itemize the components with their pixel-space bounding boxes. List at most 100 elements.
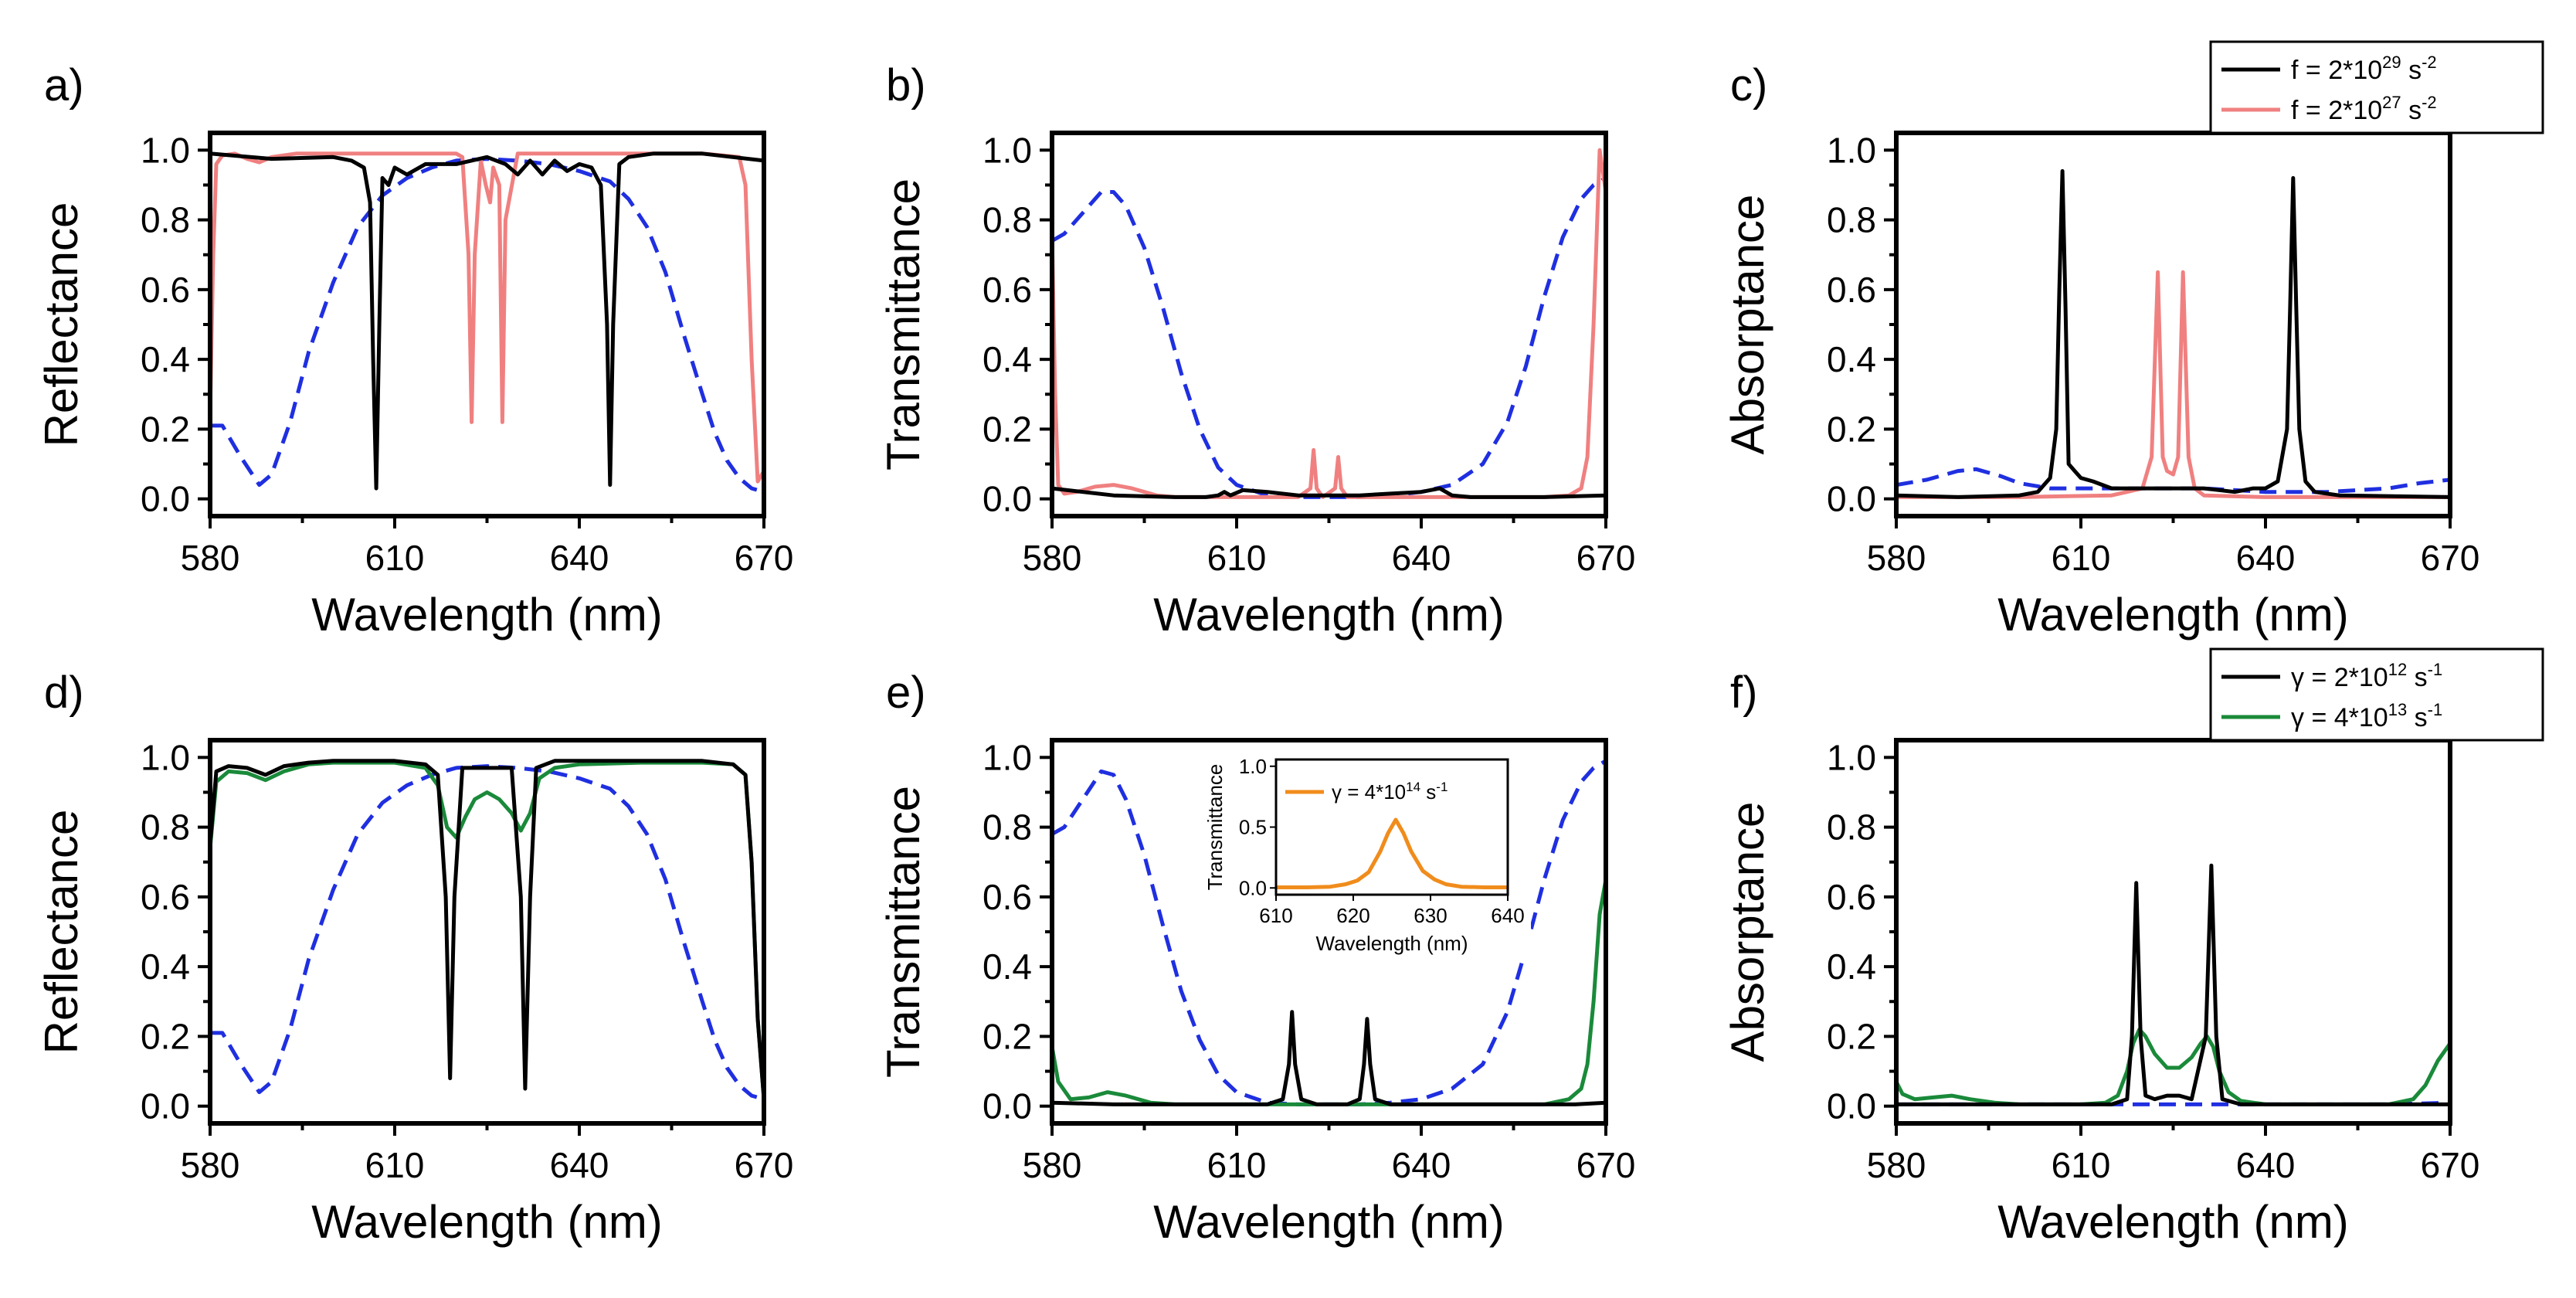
legend-sup: 12 [2388, 660, 2407, 679]
y-tick-label: 1.0 [1827, 130, 1876, 170]
y-tick-label: 0.2 [983, 409, 1032, 449]
panel-c: 0.0 0.2 0.4 0.6 0.8 1.0 580 610 640 670 Wavelength… [1722, 40, 2544, 641]
panel-e: 0.0 0.2 0.4 0.6 0.8 1.0 580 610 640 670 Wavelength… [877, 668, 1635, 1248]
y-tick-label: 0.2 [983, 1016, 1032, 1056]
x-tick-label: 640 [1392, 538, 1451, 578]
series-group [210, 151, 764, 494]
y-tick-label: 0.8 [141, 200, 190, 240]
y-tick-label: 0.6 [141, 270, 190, 310]
x-tick-label: 670 [2421, 538, 2480, 578]
inset-y-tick-label: 0.5 [1239, 816, 1267, 839]
y-tick-label: 0.8 [141, 807, 190, 848]
series-line-0 [1896, 467, 2450, 494]
series-line-0 [1052, 176, 1606, 499]
x-tick-label: 610 [2052, 538, 2111, 578]
series-group [210, 759, 764, 1102]
series-line-2 [1052, 486, 1606, 499]
series-group [1052, 148, 1606, 499]
legend-unit: s [2407, 663, 2427, 692]
y-tick-label: 0.0 [983, 1086, 1032, 1126]
series-line-2 [210, 151, 764, 491]
y-axis-label: Transmittance [877, 786, 929, 1078]
panel-label: d) [44, 668, 84, 718]
x-axis-label: Wavelength (nm) [1997, 589, 2349, 641]
inset-x-tick-label: 640 [1491, 904, 1524, 927]
y-tick-label: 0.4 [983, 946, 1032, 987]
inset-x-axis-label: Wavelength (nm) [1316, 932, 1468, 955]
y-tick-label: 0.4 [1827, 946, 1876, 987]
x-tick-label: 580 [181, 1145, 240, 1185]
inset-legend-sup2: -1 [1436, 780, 1448, 794]
y-tick-label: 0.6 [141, 877, 190, 917]
legend-entry: γ = 4*1013 s-1 [2291, 700, 2442, 732]
x-axis-label: Wavelength (nm) [1153, 1196, 1505, 1248]
y-tick-label: 0.8 [983, 807, 1032, 848]
y-axis-label: Reflectance [36, 810, 87, 1055]
legend-text: f = 2*10 [2291, 96, 2382, 125]
y-tick-label: 0.0 [141, 479, 190, 519]
inset-y-axis-label: Transmittance [1203, 764, 1227, 891]
x-axis-label: Wavelength (nm) [1153, 589, 1505, 641]
y-tick-label: 1.0 [141, 130, 190, 170]
y-tick-label: 0.4 [141, 339, 190, 379]
legend-entry: γ = 2*1012 s-1 [2291, 660, 2442, 692]
x-tick-label: 580 [1023, 538, 1082, 578]
y-tick-label: 0.4 [1827, 339, 1876, 379]
x-tick-label: 640 [550, 1145, 609, 1185]
y-tick-label: 0.0 [141, 1086, 190, 1126]
series-line-2 [1896, 168, 2450, 499]
x-tick-label: 640 [550, 538, 609, 578]
panel-label: f) [1730, 668, 1757, 718]
y-tick-label: 0.6 [1827, 270, 1876, 310]
legend-sup2: -1 [2428, 660, 2443, 679]
panel-label: c) [1730, 60, 1767, 110]
x-tick-label: 610 [1207, 538, 1267, 578]
y-tick-label: 0.2 [141, 1016, 190, 1056]
y-tick-label: 0.6 [983, 270, 1032, 310]
inset-legend-text: γ = 4*10 [1332, 780, 1406, 804]
y-tick-label: 0.2 [1827, 1016, 1876, 1056]
x-tick-label: 580 [181, 538, 240, 578]
legend-sup2: -2 [2422, 93, 2437, 112]
x-tick-label: 640 [1392, 1145, 1451, 1185]
series-group [1896, 168, 2450, 499]
panel-f: 0.0 0.2 0.4 0.6 0.8 1.0 580 610 640 670 Wavelength… [1722, 647, 2544, 1248]
legend-text: γ = 2*10 [2291, 663, 2388, 692]
y-tick-label: 0.2 [141, 409, 190, 449]
y-axis-label: Reflectance [36, 202, 87, 447]
inset-background [1203, 752, 1531, 960]
x-tick-label: 610 [1207, 1145, 1267, 1185]
x-tick-label: 610 [2052, 1145, 2111, 1185]
x-tick-label: 640 [2236, 1145, 2296, 1185]
legend-unit: s [2401, 56, 2422, 85]
panel-label: b) [886, 60, 926, 110]
plot-frame [1894, 131, 2452, 518]
inset-x-tick-label: 610 [1259, 904, 1292, 927]
y-tick-label: 1.0 [1827, 737, 1876, 777]
x-tick-label: 670 [1576, 1145, 1636, 1185]
series-line-1 [210, 151, 764, 484]
x-axis-label: Wavelength (nm) [311, 589, 663, 641]
y-tick-label: 0.0 [983, 479, 1032, 519]
legend-text: γ = 4*10 [2291, 703, 2388, 732]
panel-label: e) [886, 668, 926, 718]
series-line-1 [1896, 1027, 2450, 1106]
inset-y-tick-label: 0.0 [1239, 876, 1267, 899]
y-tick-label: 0.2 [1827, 409, 1876, 449]
legend-sup: 13 [2388, 700, 2407, 719]
x-axis-label: Wavelength (nm) [1997, 1196, 2349, 1248]
x-tick-label: 610 [365, 538, 425, 578]
series-line-2 [210, 759, 764, 1099]
plot-frame [1050, 131, 1608, 518]
legend: γ = 2*1012 s-1 γ = 4*1013 s-1 [2209, 647, 2544, 742]
y-tick-label: 0.4 [141, 946, 190, 987]
y-tick-label: 0.0 [1827, 1086, 1876, 1126]
legend: f = 2*1029 s-2f = 2*1027 s-2 [2209, 40, 2544, 134]
x-tick-label: 670 [2421, 1145, 2480, 1185]
series-line-2 [1052, 1010, 1606, 1106]
inset-legend-unit: s [1420, 780, 1436, 804]
y-tick-label: 0.8 [983, 200, 1032, 240]
y-tick-label: 0.8 [1827, 200, 1876, 240]
y-tick-label: 0.4 [983, 339, 1032, 379]
